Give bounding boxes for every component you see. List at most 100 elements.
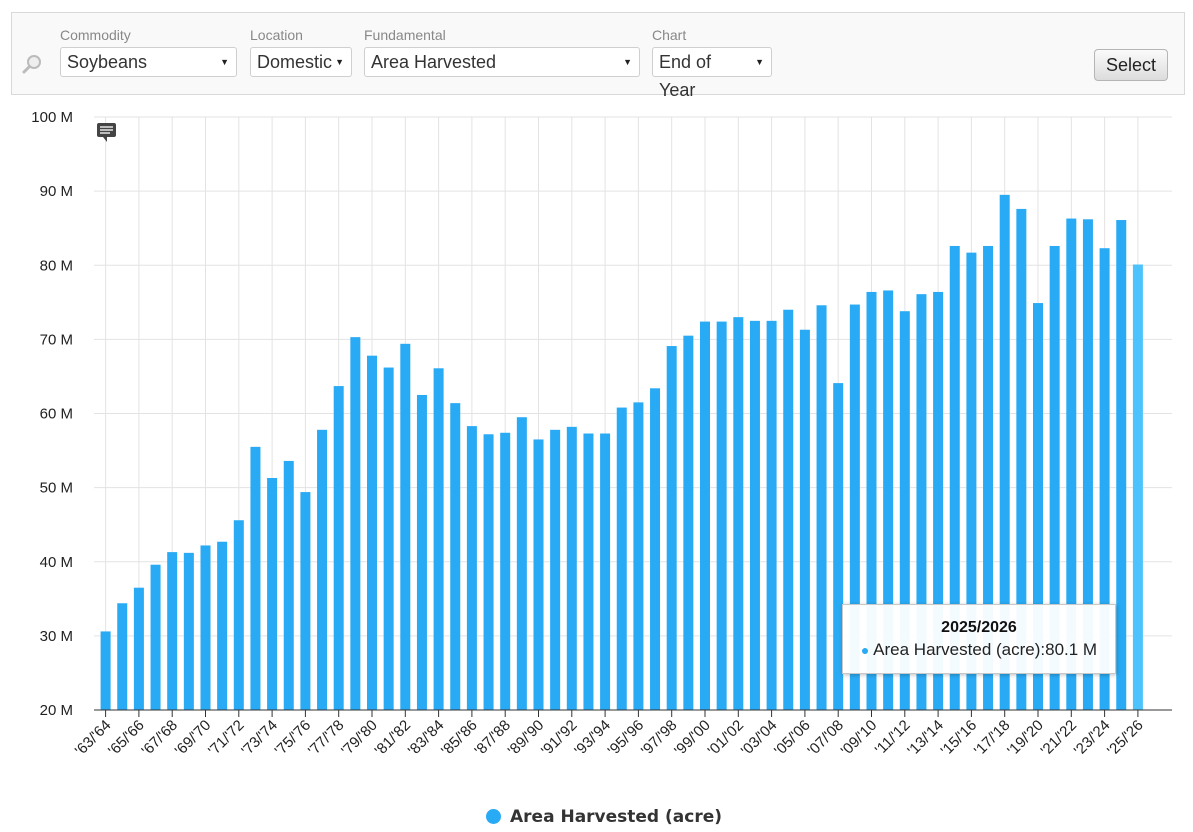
bar [283, 460, 294, 710]
x-tick-label: '93/'94 [571, 717, 614, 760]
bar [483, 434, 494, 710]
bar [416, 394, 427, 710]
legend-label: Area Harvested (acre) [510, 807, 723, 827]
bar [600, 433, 611, 710]
bar [650, 388, 661, 710]
x-tick-label: '01/'02 [705, 717, 748, 760]
bar-chart: 20 M 30 M 40 M 50 M 60 M 70 M 80 M 90 M 100 M '63… [31, 109, 1172, 760]
x-tick-label: '21/'22 [1038, 717, 1081, 760]
x-tick-label: '95/'96 [605, 717, 648, 760]
bar [916, 294, 927, 710]
bar [450, 403, 461, 710]
commodity-label: Commodity [60, 27, 131, 43]
x-tick-label: '13/'14 [904, 717, 947, 760]
bar [1049, 245, 1060, 711]
x-tick-label: '65/'66 [105, 717, 148, 760]
dropdown-arrow-icon: ▼ [755, 57, 764, 67]
y-tick-label: 60 M [40, 406, 73, 423]
bar [533, 439, 544, 710]
x-tick-label: '67/'68 [138, 717, 181, 760]
select-button[interactable]: Select [1094, 49, 1168, 81]
bar [233, 520, 244, 710]
bar [999, 194, 1010, 711]
x-tick-label: '81/'82 [372, 717, 415, 760]
bar [700, 321, 710, 710]
bar [433, 368, 444, 710]
bar [516, 417, 527, 710]
bar [400, 343, 411, 710]
bar [150, 564, 161, 710]
bar [899, 311, 910, 710]
x-tick-label: '07/'08 [804, 717, 847, 760]
x-tick-label: '11/'12 [872, 717, 914, 759]
bar [167, 552, 178, 710]
fundamental-select[interactable]: Area Harvested ▼ [364, 47, 640, 77]
y-tick-label: 100 M [31, 109, 73, 126]
bar [1099, 248, 1110, 711]
y-tick-label: 20 M [40, 702, 73, 719]
bar [949, 245, 960, 711]
bar [317, 429, 328, 710]
chart-filter: Chart End of Year ▼ [652, 27, 772, 100]
bar [183, 552, 194, 710]
bar [1116, 220, 1127, 710]
y-tick-label: 70 M [40, 331, 73, 348]
x-tick-label: '69/'70 [172, 717, 215, 760]
x-tick-label: '15/'16 [938, 717, 981, 760]
comment-icon[interactable] [97, 123, 116, 142]
dropdown-arrow-icon: ▼ [335, 57, 344, 67]
y-tick-label: 40 M [40, 554, 73, 571]
chart-select[interactable]: End of Year ▼ [652, 47, 772, 100]
commodity-value: Soybeans [67, 52, 148, 72]
x-tick-label: '79/'80 [338, 717, 381, 760]
legend-marker-icon [486, 809, 501, 824]
bar [500, 432, 511, 710]
bar [367, 355, 377, 710]
location-select[interactable]: Domestic ▼ [250, 47, 352, 77]
y-tick-label: 90 M [40, 183, 73, 200]
filter-bar: Commodity Soybeans ▼ Location Domestic ▼… [11, 12, 1185, 100]
tooltip-series: Area Harvested (acre) [873, 640, 1041, 659]
y-tick-label: 50 M [40, 480, 73, 497]
tooltip-value: 80.1 M [1045, 640, 1098, 659]
bar [716, 321, 727, 710]
x-tick-label: '77/'78 [305, 717, 348, 760]
location-value: Domestic [257, 52, 333, 72]
bar [783, 309, 794, 710]
bar [1082, 219, 1093, 710]
bar [983, 245, 994, 711]
bar [1033, 303, 1043, 710]
bar [966, 252, 977, 710]
bar [749, 320, 760, 710]
x-tick-label: '73/'74 [238, 717, 281, 760]
tooltip-row: ● Area Harvested (acre):80.1 M [860, 640, 1098, 659]
bar [200, 545, 211, 710]
tooltip-dot-icon: ● [860, 642, 870, 658]
bar [1066, 218, 1077, 710]
x-tick-label: '87/'88 [471, 717, 514, 760]
tooltip-title: 2025/2026 [941, 619, 1017, 636]
bar [250, 446, 261, 710]
bar [267, 477, 278, 710]
chart-value: End of Year [659, 52, 712, 100]
fundamental-label: Fundamental [364, 27, 446, 43]
x-tick-label: '17/'18 [971, 717, 1014, 760]
x-tick-label: '89/'90 [505, 717, 548, 760]
x-tick-label: '75/'76 [272, 717, 315, 760]
x-tick-label: '25/'26 [1104, 717, 1147, 760]
x-tick-label: '83/'84 [405, 717, 448, 760]
bar [933, 291, 944, 710]
bar [333, 386, 344, 710]
bar [849, 304, 860, 710]
commodity-select[interactable]: Soybeans ▼ [60, 47, 237, 77]
bar [1132, 264, 1143, 710]
bar [733, 317, 744, 710]
bar [300, 492, 311, 710]
fundamental-filter: Fundamental Area Harvested ▼ [364, 27, 640, 77]
x-tick-label: '85/'86 [438, 717, 481, 760]
x-tick-label: '71/'72 [205, 717, 248, 760]
bar [550, 429, 561, 710]
bar [566, 426, 577, 710]
bar [633, 402, 644, 710]
bar [583, 433, 594, 710]
